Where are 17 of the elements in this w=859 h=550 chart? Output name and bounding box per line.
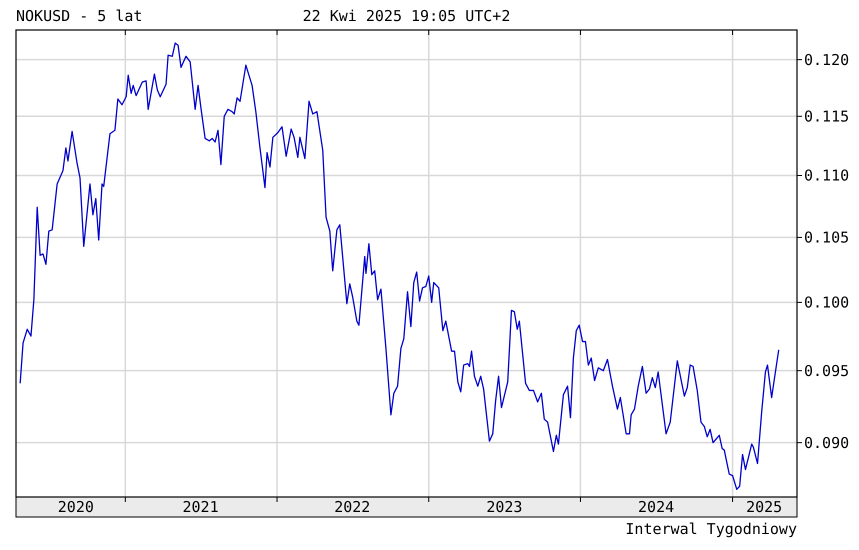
y-tick-label: 0.115: [804, 108, 850, 126]
y-tick-label: 0.120: [804, 50, 850, 69]
text: Interwal Tygodniowy: [625, 520, 797, 538]
x-tick-label: 2022: [334, 498, 370, 516]
chart-title: NOKUSD - 5 lat: [16, 7, 142, 25]
x-tick-label: 2025: [746, 498, 782, 516]
x-tick-label: 2023: [486, 498, 522, 516]
line-series: [20, 42, 780, 490]
x-tick-label: 2024: [638, 498, 674, 516]
y-tick-label: 0.095: [804, 362, 850, 380]
y-tick-label: 0.110: [804, 166, 850, 185]
y-tick-label: 0.090: [804, 434, 850, 452]
y-tick-label: 0.100: [804, 294, 850, 312]
chart-subtitle: 22 Kwi 2025 19:05 UTC+2: [302, 7, 510, 25]
y-tick-label: 0.105: [804, 228, 850, 247]
x-tick-label: 2020: [58, 498, 94, 516]
x-tick-label: 2021: [182, 498, 219, 516]
